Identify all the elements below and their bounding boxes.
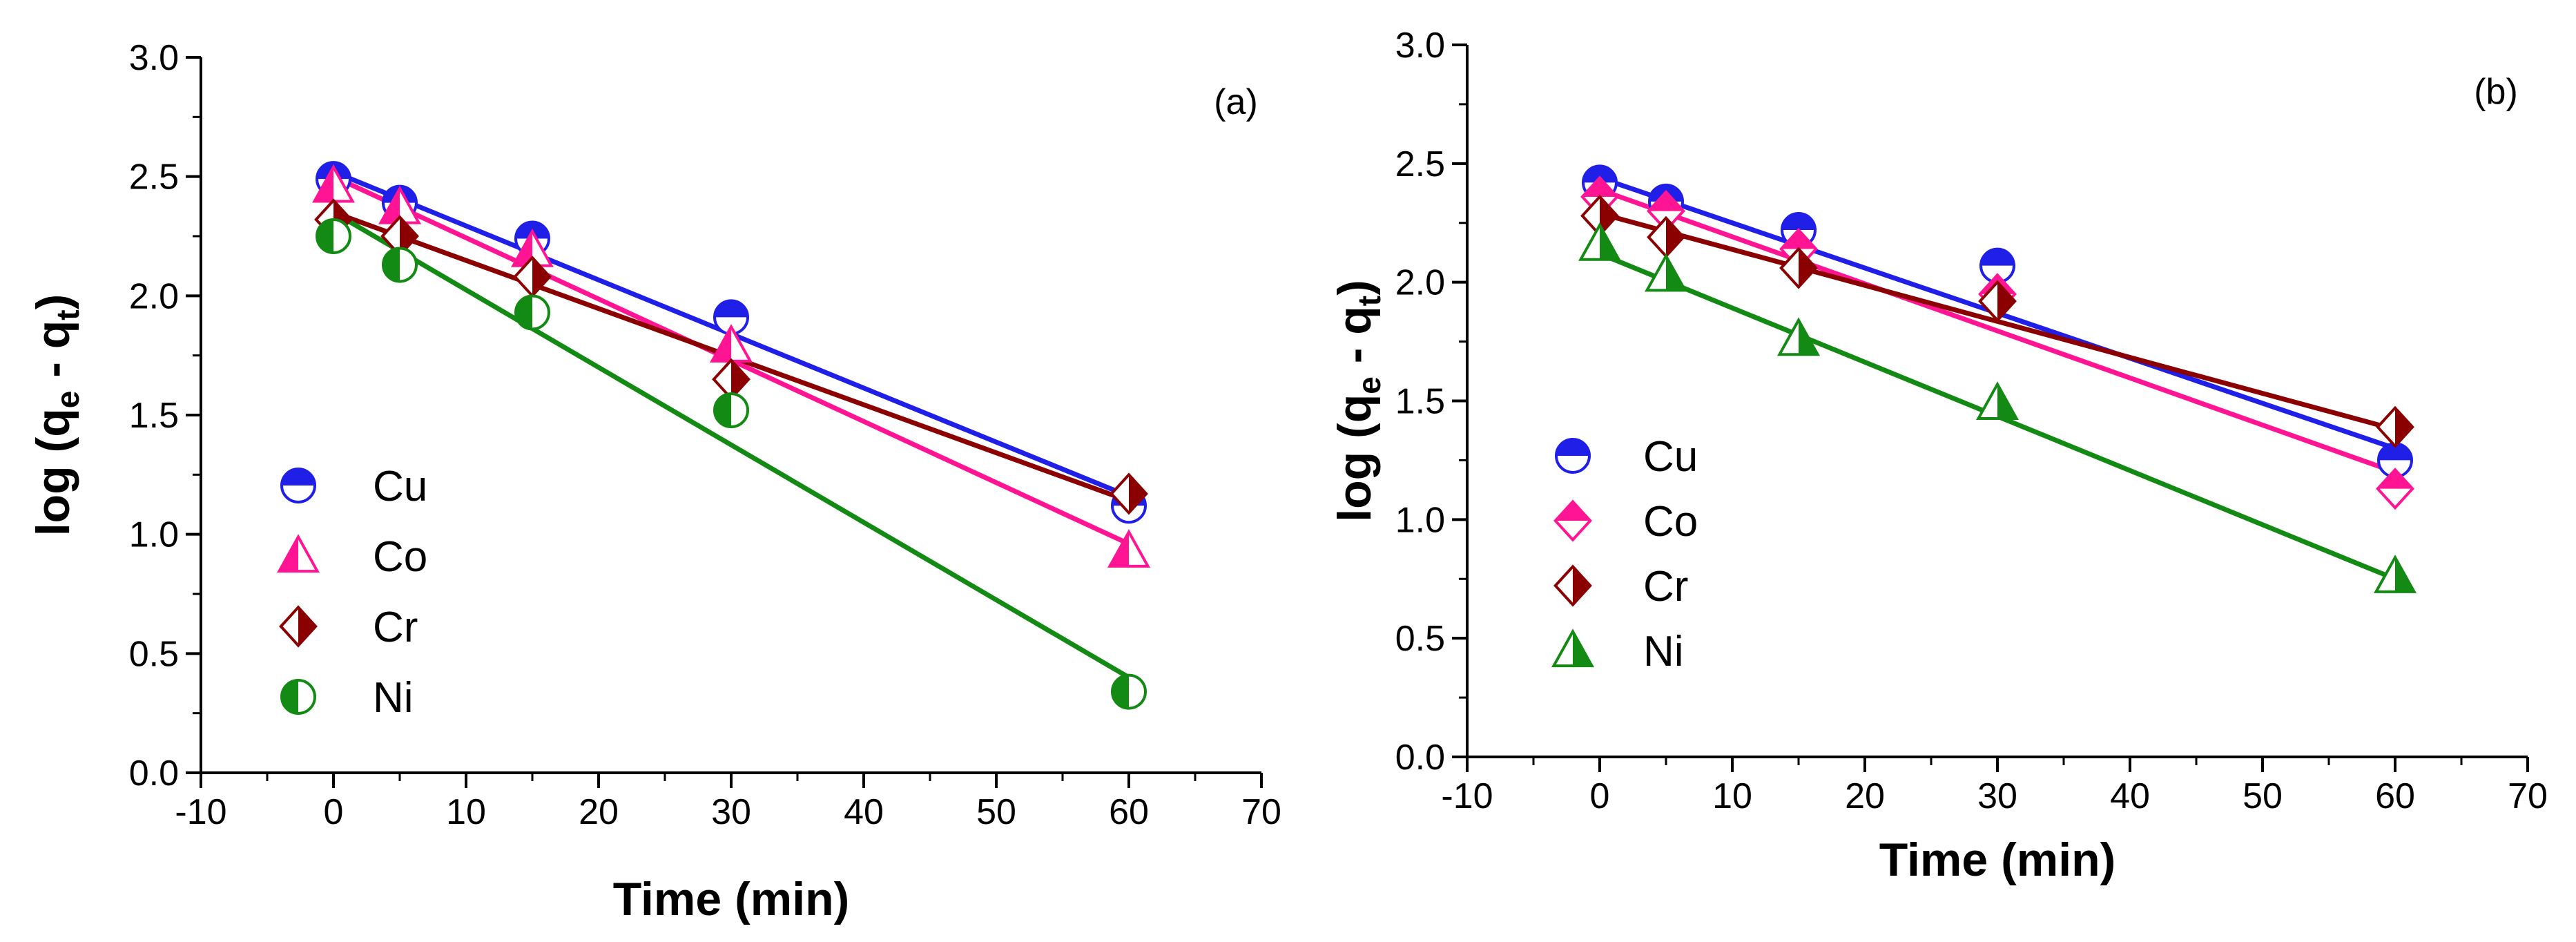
data-point-co [1107, 529, 1150, 568]
data-point-cr [513, 256, 552, 298]
legend-label-co: Co [373, 533, 427, 581]
y-axis-title-part: ) [27, 294, 79, 310]
data-point-ni [316, 218, 351, 254]
y-axis-title-subscript: t [50, 309, 86, 320]
panel-a: -10 0 10 20 30 40 50 60 70 0.0 0.5 1.0 1.5 2.0 2.5 3.0 T… [27, 38, 1281, 925]
legend-marker-co [277, 534, 320, 573]
data-point-cr [1647, 215, 1685, 258]
data-point-cr [1779, 247, 1818, 289]
x-axis-title: Time (min) [1879, 834, 2116, 886]
data-point-cr [1978, 280, 2017, 323]
panel-b: -10 0 10 20 30 40 50 60 70 0.0 0.5 1.0 1.5 2.0 2.5 3.0 T… [1328, 26, 2548, 886]
legend-label-ni: Ni [373, 674, 414, 722]
y-tick-label: 3.0 [129, 38, 179, 78]
x-tick-label: 60 [1109, 792, 1149, 832]
data-point-ni [2374, 555, 2417, 593]
data-point-cr [2376, 405, 2414, 448]
x-tick-label: 70 [2508, 776, 2548, 816]
y-axis-title-subscript: e [50, 391, 86, 409]
y-tick-label: 1.0 [129, 515, 179, 555]
data-point-cr [1110, 472, 1148, 515]
y-tick-label: 1.5 [129, 396, 179, 436]
y-axis-title-part: log (q [27, 408, 79, 536]
x-tick-label: 70 [1241, 792, 1281, 832]
y-tick-label: 0.5 [129, 634, 179, 674]
legend-marker-cr [279, 605, 318, 648]
y-tick-label: 2.0 [1395, 263, 1445, 303]
y-axis-title: log (qe - qt) [1328, 280, 1387, 522]
x-tick-label: 20 [1845, 776, 1885, 816]
legend-marker-co [1553, 499, 1592, 542]
panel-label: (a) [1214, 82, 1258, 122]
legend: Cu Co Cr Ni [1551, 433, 1698, 675]
y-tick-label: 0.0 [129, 753, 179, 794]
x-tick-label: 20 [579, 792, 619, 832]
y-tick-label: 0.0 [1395, 738, 1445, 778]
data-point-ni [1645, 253, 1687, 292]
legend-marker-ni [280, 679, 316, 715]
legend-marker-cu [1555, 438, 1591, 474]
y-axis-title-part: - q [27, 320, 79, 391]
y-axis-title: log (qe - qt) [27, 294, 86, 537]
y-tick-label: 2.0 [129, 276, 179, 316]
legend-label-cu: Cu [373, 463, 427, 510]
x-tick-label: 50 [976, 792, 1016, 832]
legend-marker-cr [1553, 564, 1592, 607]
y-tick-label: 1.5 [1395, 382, 1445, 422]
data-point-ni [514, 294, 550, 331]
data-point-cr [380, 215, 419, 258]
fit-line-co [1598, 187, 2396, 474]
legend-label-cr: Cr [1643, 563, 1688, 611]
y-tick-label: 2.5 [129, 157, 179, 198]
x-tick-label: 30 [1977, 776, 2017, 816]
x-tick-label: 0 [324, 792, 344, 832]
data-point-ni [382, 247, 418, 283]
y-tick-label: 2.5 [1395, 144, 1445, 184]
y-tick-label: 3.0 [1395, 26, 1445, 66]
legend-marker-ni [1551, 628, 1594, 668]
x-tick-label: 0 [1590, 776, 1610, 816]
legend: Cu Co Cr Ni [277, 463, 427, 722]
data-point-ni [1976, 381, 2019, 421]
y-axis-title-part: log (q [1328, 394, 1381, 522]
legend-marker-cu [280, 468, 316, 503]
data-point-cu [713, 299, 749, 336]
x-tick-label: 30 [711, 792, 751, 832]
x-tick-label: 40 [2110, 776, 2150, 816]
data-point-ni [1777, 317, 1820, 356]
panel-label: (b) [2474, 72, 2518, 112]
y-axis-title-part: ) [1328, 280, 1381, 296]
x-axis-title: Time (min) [613, 873, 850, 925]
y-axis-title-subscript: e [1351, 376, 1387, 394]
data-point-ni [1578, 222, 1621, 261]
legend-label-cr: Cr [373, 604, 418, 651]
y-tick-label: 0.5 [1395, 619, 1445, 659]
x-tick-label: -10 [175, 792, 226, 832]
y-axis-title-subscript: t [1351, 296, 1387, 306]
data-point-ni [1111, 673, 1147, 710]
x-tick-label: 60 [2375, 776, 2415, 816]
x-tick-label: 40 [844, 792, 884, 832]
y-axis-title-part: - q [1328, 306, 1381, 376]
data-point-co [2376, 468, 2414, 510]
fit-line-ni [332, 210, 1130, 680]
legend-label-ni: Ni [1643, 628, 1684, 675]
data-point-ni [713, 392, 749, 429]
legend-label-cu: Cu [1643, 433, 1698, 481]
x-tick-label: 10 [1712, 776, 1752, 816]
y-tick-label: 1.0 [1395, 500, 1445, 540]
x-tick-label: 10 [446, 792, 486, 832]
x-tick-label: -10 [1441, 776, 1493, 816]
data-point-co [710, 324, 753, 363]
x-tick-label: 50 [2243, 776, 2283, 816]
legend-label-co: Co [1643, 498, 1698, 546]
